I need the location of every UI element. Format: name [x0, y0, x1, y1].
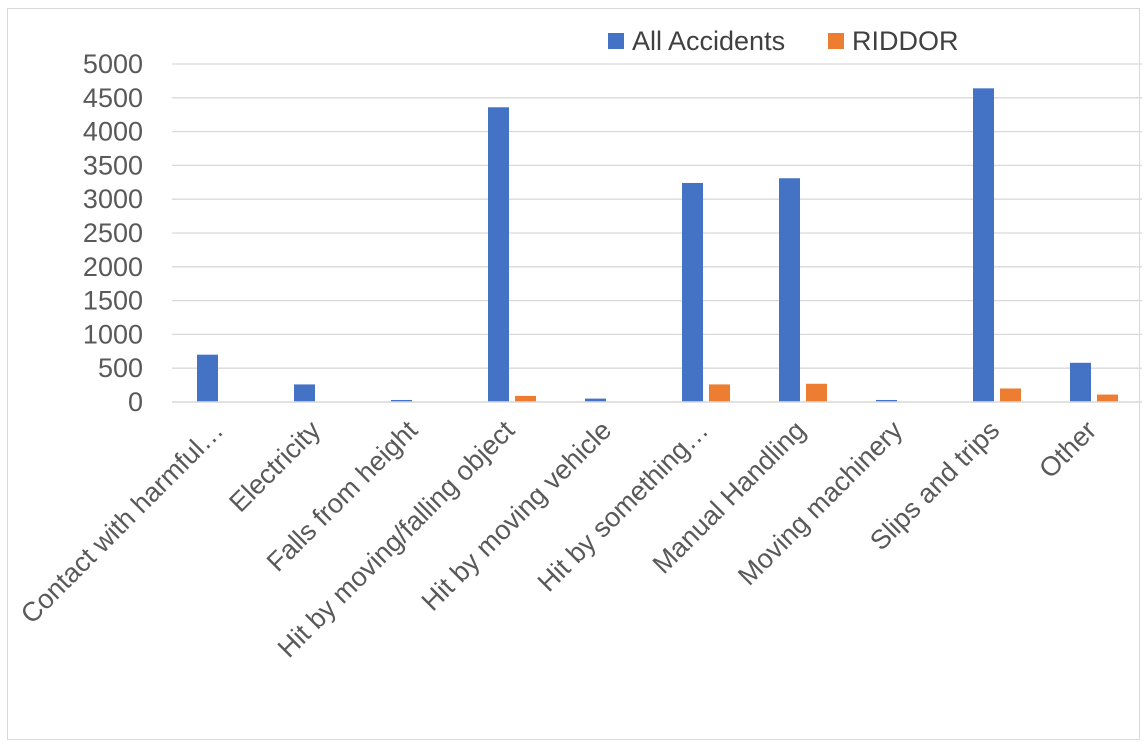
- x-category-label: Electricity: [223, 415, 326, 518]
- y-tick-label: 2500: [83, 218, 143, 248]
- legend-swatch: [828, 33, 844, 49]
- bar-riddor: [709, 384, 730, 402]
- y-tick-label: 500: [98, 353, 143, 383]
- bar-all-accidents: [488, 107, 509, 402]
- y-tick-label: 4500: [83, 83, 143, 113]
- y-tick-label: 4000: [83, 117, 143, 147]
- bar-all-accidents: [876, 399, 897, 402]
- bar-riddor: [806, 383, 827, 402]
- x-category-label: Hit by moving vehicle: [416, 415, 618, 617]
- legend: All Accidents RIDDOR: [608, 26, 959, 56]
- bars: [197, 88, 1118, 402]
- y-tick-label: 1000: [83, 319, 143, 349]
- x-category-label: Other: [1033, 415, 1102, 484]
- x-category-label: Moving machinery: [732, 415, 908, 591]
- bar-all-accidents: [391, 399, 412, 402]
- y-tick-label: 3500: [83, 150, 143, 180]
- bar-riddor: [515, 395, 536, 402]
- bar-all-accidents: [197, 354, 218, 402]
- bar-all-accidents: [294, 384, 315, 402]
- y-tick-label: 3000: [83, 184, 143, 214]
- x-category-label: Hit by something…: [532, 415, 714, 597]
- legend-swatch: [608, 33, 624, 49]
- y-tick-label: 2000: [83, 252, 143, 282]
- y-tick-label: 5000: [83, 49, 143, 79]
- bar-riddor: [1000, 388, 1021, 402]
- bar-all-accidents: [779, 178, 800, 402]
- x-category-label: Contact with harmful…: [15, 415, 229, 629]
- bar-all-accidents: [973, 88, 994, 402]
- chart-frame: [7, 8, 1140, 740]
- bar-riddor: [1097, 394, 1118, 402]
- y-tick-label: 1500: [83, 286, 143, 316]
- y-tick-label: 0: [128, 387, 143, 417]
- bar-all-accidents: [585, 398, 606, 402]
- bar-all-accidents: [1070, 362, 1091, 402]
- legend-label: RIDDOR: [852, 26, 959, 56]
- legend-label: All Accidents: [632, 26, 785, 56]
- bar-all-accidents: [682, 182, 703, 402]
- gridlines: [172, 63, 1142, 369]
